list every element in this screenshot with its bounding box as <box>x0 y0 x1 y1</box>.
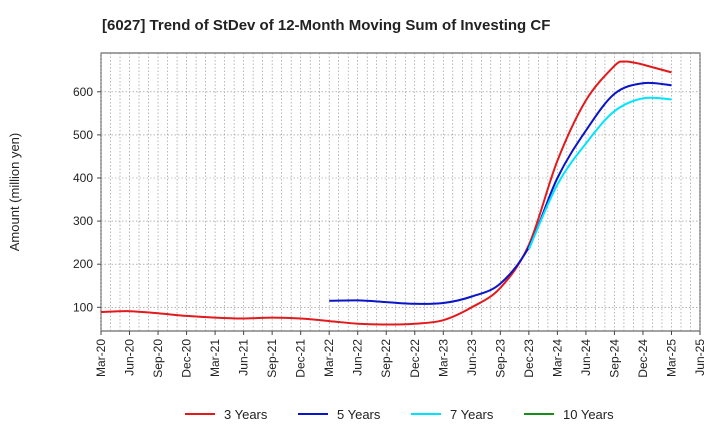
x-tick-label: Mar-21 <box>208 339 222 377</box>
x-tick-label: Sep-24 <box>607 339 621 378</box>
gridlines <box>100 53 701 331</box>
x-tick-label: Jun-24 <box>579 339 593 376</box>
x-tick-label: Mar-20 <box>94 339 108 377</box>
y-tick-label: 500 <box>73 128 93 142</box>
chart-title: [6027] Trend of StDev of 12-Month Moving… <box>102 17 550 34</box>
y-tick-label: 100 <box>73 300 93 314</box>
x-tick-label: Mar-23 <box>436 339 450 377</box>
x-tick-label: Sep-20 <box>151 339 165 378</box>
series-line-2 <box>329 81 672 305</box>
legend-item-2: 5 Years <box>298 407 381 422</box>
legend-label: 5 Years <box>337 407 381 422</box>
x-tick-label: Dec-21 <box>294 339 308 378</box>
series-line-1 <box>100 60 672 326</box>
legend-label: 3 Years <box>224 407 268 422</box>
x-tick-label: Jun-23 <box>465 339 479 376</box>
y-tick-label: 600 <box>73 85 93 99</box>
x-tick-label: Jun-21 <box>237 339 251 376</box>
x-tick-label: Dec-20 <box>180 339 194 378</box>
x-tick-label: Mar-22 <box>322 339 336 377</box>
y-tick-label: 300 <box>73 214 93 228</box>
x-tick-label: Dec-23 <box>522 339 536 378</box>
x-tick-label: Sep-22 <box>379 339 393 378</box>
legend-item-3: 7 Years <box>411 407 494 422</box>
x-tick-label: Sep-21 <box>265 339 279 378</box>
y-tick-label: 200 <box>73 257 93 271</box>
x-tick-label: Dec-24 <box>636 339 650 378</box>
x-tick-label: Jun-25 <box>693 339 707 376</box>
legend-label: 10 Years <box>563 407 614 422</box>
x-tick-label: Jun-22 <box>351 339 365 376</box>
x-tick-label: Sep-23 <box>493 339 507 378</box>
legend-label: 7 Years <box>450 407 494 422</box>
legend-item-4: 10 Years <box>524 407 614 422</box>
series-line-3 <box>527 96 672 250</box>
y-axis-label: Amount (million yen) <box>7 133 22 252</box>
x-axis-ticks: Mar-20 Jun-20 Sep-20 Dec-20 Mar-21 Jun-21 Sep-… <box>94 331 707 378</box>
legend: 3 Years 5 Years 7 Years 10 Years <box>185 407 614 422</box>
x-tick-label: Jun-20 <box>123 339 137 376</box>
plot-area <box>100 52 701 332</box>
y-axis-ticks: 100 200 300 400 500 600 <box>73 85 101 314</box>
series-layer <box>100 60 672 326</box>
x-tick-label: Mar-25 <box>664 339 678 377</box>
y-tick-label: 400 <box>73 171 93 185</box>
plot-frame <box>100 52 701 332</box>
x-tick-label: Dec-22 <box>408 339 422 378</box>
legend-item-1: 3 Years <box>185 407 268 422</box>
x-tick-label: Mar-24 <box>550 339 564 377</box>
